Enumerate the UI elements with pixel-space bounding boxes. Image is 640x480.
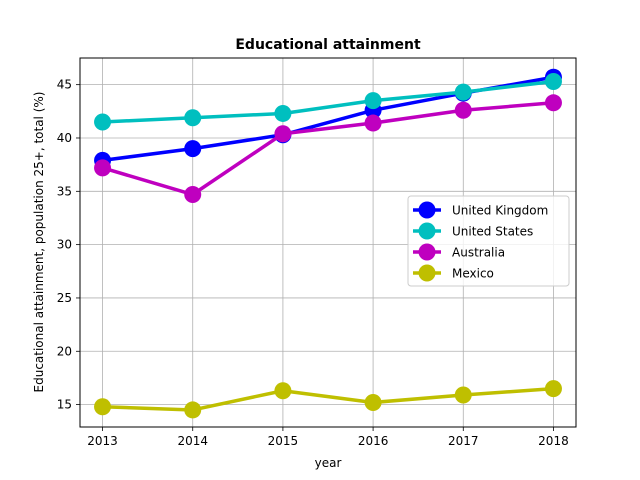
data-point-united-states (454, 83, 472, 101)
data-point-australia (274, 125, 292, 143)
legend-box (407, 195, 570, 287)
data-point-united-states (364, 92, 382, 110)
data-point-mexico (364, 393, 382, 411)
series-united-states (94, 72, 562, 131)
legend-item-australia: Australia (413, 243, 505, 261)
data-point-united-states (544, 72, 562, 90)
y-tick-label: 35 (57, 184, 72, 198)
y-tick-label: 20 (57, 344, 72, 358)
series-layer (94, 68, 562, 419)
x-tick-label: 2014 (177, 434, 208, 448)
data-point-united-kingdom (184, 140, 202, 158)
data-point-mexico (544, 380, 562, 398)
legend-marker (418, 264, 436, 282)
legend-marker (418, 243, 436, 261)
series-mexico (94, 380, 562, 419)
plot-frame (79, 57, 577, 428)
x-axis-ticks: 2013 2014 2015 2016 2017 2018 (87, 427, 569, 448)
legend-marker (418, 222, 436, 240)
x-tick-label: 2018 (538, 434, 569, 448)
data-point-united-states (94, 113, 112, 131)
data-point-australia (364, 114, 382, 132)
legend: United Kingdom United States Australia Mexi… (407, 195, 570, 287)
y-axis-ticks: 15 20 25 30 35 40 45 (57, 78, 80, 412)
legend-label: United States (452, 225, 533, 239)
series-australia (94, 94, 562, 204)
legend-item-united-kingdom: United Kingdom (413, 201, 548, 219)
data-point-mexico (184, 401, 202, 419)
data-point-australia (184, 186, 202, 204)
data-point-australia (94, 159, 112, 177)
y-axis-label: Educational attainment, population 25+, … (32, 92, 46, 393)
legend-label: United Kingdom (452, 204, 548, 218)
legend-item-mexico: Mexico (413, 264, 494, 282)
x-tick-label: 2015 (268, 434, 299, 448)
data-point-united-states (184, 109, 202, 127)
x-tick-label: 2013 (87, 434, 118, 448)
y-tick-label: 25 (57, 291, 72, 305)
data-point-mexico (454, 386, 472, 404)
y-tick-label: 30 (57, 238, 72, 252)
legend-marker (418, 201, 436, 219)
data-point-australia (544, 94, 562, 112)
legend-item-united-states: United States (413, 222, 533, 240)
legend-label: Australia (452, 246, 505, 260)
x-tick-label: 2016 (358, 434, 389, 448)
legend-label: Mexico (452, 267, 494, 281)
series-line-australia (102, 101, 554, 197)
series-line-mexico (102, 386, 554, 412)
chart-title: Educational attainment (235, 37, 421, 53)
data-point-mexico (94, 398, 112, 416)
data-point-mexico (274, 382, 292, 400)
x-axis-label: year (315, 456, 342, 470)
y-tick-label: 40 (57, 131, 72, 145)
x-tick-label: 2017 (448, 434, 479, 448)
data-point-australia (454, 101, 472, 119)
y-tick-label: 45 (57, 78, 72, 92)
data-point-united-states (274, 104, 292, 122)
y-tick-label: 15 (57, 398, 72, 412)
series-line-united-states (102, 79, 554, 124)
